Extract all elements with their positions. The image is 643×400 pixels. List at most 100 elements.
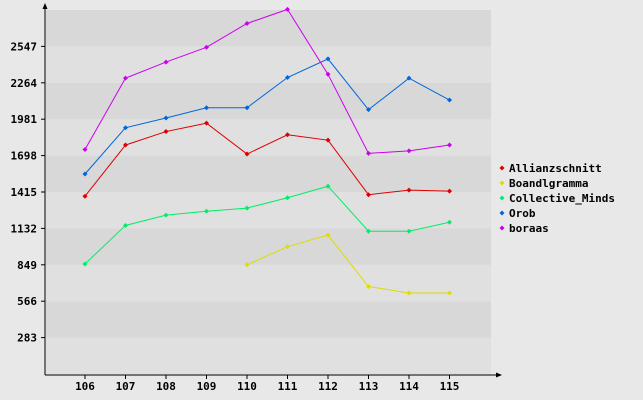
x-tick-label: 113: [359, 380, 379, 393]
data-point: [447, 290, 452, 296]
series-line: [84, 58, 450, 175]
data-point: [204, 105, 209, 111]
data-point: [244, 21, 250, 27]
x-tick-label: 112: [318, 380, 338, 393]
grid-band: [46, 192, 491, 229]
legend-marker: [499, 165, 505, 171]
data-point: [325, 183, 331, 189]
series-line: [246, 234, 450, 294]
series-boraas: [82, 6, 452, 156]
x-tick-label: 114: [399, 380, 419, 393]
data-point: [285, 132, 290, 138]
x-tick-label: 111: [278, 380, 298, 393]
x-tick-label: 109: [197, 380, 217, 393]
x-tick-label: 106: [75, 380, 95, 393]
legend-label: Allianzschnitt: [509, 162, 602, 175]
series-allianzschnitt: [82, 120, 452, 199]
data-point: [204, 44, 209, 50]
data-point: [244, 151, 250, 157]
x-tick-label: 108: [156, 380, 176, 393]
series-line: [84, 122, 450, 197]
x-tick-label: 107: [116, 380, 136, 393]
data-point: [244, 205, 250, 211]
y-tick-label: 566: [17, 295, 37, 308]
legend-marker: [499, 180, 505, 186]
data-point: [447, 142, 452, 148]
y-tick-label: 1981: [11, 113, 38, 126]
y-axis-arrow-icon: [42, 3, 48, 9]
x-tick-label: 110: [237, 380, 257, 393]
grid-band: [46, 119, 491, 156]
y-tick-label: 849: [17, 259, 37, 272]
data-point: [406, 148, 412, 154]
data-point: [447, 219, 452, 225]
x-tick-label: 115: [440, 380, 460, 393]
data-point: [123, 75, 128, 81]
data-point: [366, 192, 371, 198]
grid-band: [46, 46, 491, 83]
grid-band: [46, 82, 491, 120]
x-axis-arrow-icon: [496, 372, 502, 378]
data-point: [406, 187, 412, 193]
data-point: [204, 120, 209, 126]
series-line: [84, 8, 450, 154]
data-point: [82, 261, 88, 267]
legend-label: Boandlgramma: [509, 177, 588, 190]
series-line: [84, 185, 450, 265]
data-point: [204, 208, 209, 214]
data-point: [406, 75, 412, 81]
data-point: [82, 193, 88, 199]
data-point: [406, 228, 412, 234]
data-point: [285, 75, 290, 81]
data-point: [123, 142, 128, 148]
data-point: [366, 228, 371, 234]
legend-marker: [499, 195, 505, 201]
data-point: [325, 137, 331, 143]
legend: Allianzschnitt Boandlgramma Collective_Min…: [499, 162, 615, 235]
legend-label: Collective_Minds: [509, 192, 615, 205]
data-point: [406, 290, 412, 296]
grid-band: [46, 10, 491, 47]
legend-marker: [499, 210, 505, 216]
grid-band: [46, 228, 491, 265]
data-point: [244, 105, 250, 111]
data-point: [163, 115, 169, 121]
data-point: [285, 195, 290, 201]
y-tick-label: 283: [17, 332, 37, 345]
series-boandlgramma: [244, 232, 452, 296]
data-point: [366, 150, 371, 156]
data-point: [163, 212, 169, 218]
legend-label: boraas: [509, 222, 549, 235]
data-point: [447, 97, 452, 103]
data-point: [244, 262, 250, 268]
series-collective_minds: [82, 183, 452, 267]
grid-band: [46, 264, 491, 302]
y-axis-ticks: 283 566 849 1132 1415 1698 1981 2264 2547: [11, 40, 45, 345]
data-point: [163, 59, 169, 65]
x-axis-ticks: 106 107 108 109 110 111 112 113 114 115: [75, 375, 459, 393]
grid-band: [46, 155, 491, 192]
y-tick-label: 1132: [11, 222, 38, 235]
data-point: [366, 284, 371, 290]
series-lines: [82, 6, 452, 296]
plot-background: [46, 10, 491, 374]
data-point: [325, 56, 331, 62]
data-point: [285, 244, 290, 250]
data-point: [123, 125, 128, 131]
series-orob: [82, 56, 452, 177]
grid-band: [46, 301, 491, 338]
y-tick-label: 2264: [11, 77, 38, 90]
data-point: [82, 171, 88, 177]
legend-label: Orob: [509, 207, 536, 220]
legend-marker: [499, 225, 505, 231]
data-point: [366, 107, 371, 113]
data-point: [82, 147, 88, 153]
data-point: [325, 232, 331, 238]
data-point: [163, 129, 169, 135]
y-tick-label: 1698: [11, 150, 38, 163]
grid-band: [46, 337, 491, 374]
y-tick-label: 1415: [11, 186, 38, 199]
data-point: [325, 71, 331, 77]
data-point: [447, 188, 452, 194]
